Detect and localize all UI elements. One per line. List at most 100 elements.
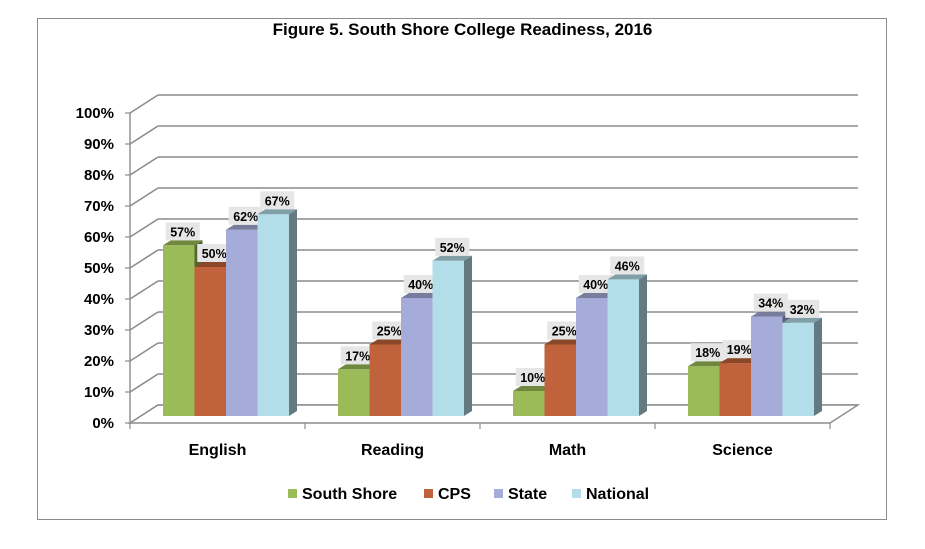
data-label-bg bbox=[610, 256, 645, 275]
legend-label: National bbox=[586, 486, 649, 503]
data-label-bg bbox=[403, 275, 438, 293]
y-tick-label: 70% bbox=[84, 198, 114, 215]
x-tick-label: Math bbox=[549, 442, 586, 459]
bar-top bbox=[544, 339, 584, 345]
gridline-depth bbox=[129, 280, 159, 300]
data-label: 18% bbox=[695, 346, 720, 360]
data-label-bg bbox=[753, 293, 788, 312]
bar-top bbox=[369, 339, 409, 345]
data-label: 34% bbox=[758, 297, 783, 311]
data-label-bg bbox=[372, 321, 407, 340]
y-tick-label: 20% bbox=[84, 353, 114, 370]
bar-top bbox=[719, 358, 759, 364]
data-label-bg bbox=[578, 275, 613, 293]
chart-title: Figure 5. South Shore College Readiness,… bbox=[272, 20, 653, 39]
y-tick-label: 40% bbox=[84, 291, 114, 308]
bar-top bbox=[401, 293, 441, 298]
data-label: 19% bbox=[727, 343, 752, 357]
data-label: 25% bbox=[377, 325, 402, 339]
bar-front bbox=[544, 344, 576, 416]
bar-top bbox=[607, 274, 647, 280]
bar-top bbox=[432, 255, 472, 261]
bar-front bbox=[369, 344, 401, 416]
bar-top bbox=[688, 361, 728, 367]
bar-front bbox=[257, 214, 289, 416]
bar-front bbox=[576, 298, 608, 416]
gridline-depth bbox=[129, 249, 159, 269]
legend-label: CPS bbox=[438, 486, 471, 503]
data-label: 25% bbox=[552, 325, 577, 339]
bar-top bbox=[338, 364, 378, 370]
bar-front bbox=[432, 260, 464, 416]
y-tick-label: 0% bbox=[92, 415, 114, 432]
data-label: 40% bbox=[408, 278, 433, 292]
bar-front bbox=[782, 322, 814, 416]
legend-label: State bbox=[508, 486, 547, 503]
data-label: 40% bbox=[583, 278, 608, 292]
floor bbox=[127, 404, 861, 424]
legend-swatch bbox=[424, 489, 433, 498]
bar-front bbox=[163, 245, 195, 416]
bar-front bbox=[751, 316, 783, 416]
bar-side bbox=[814, 317, 822, 416]
data-label: 52% bbox=[440, 241, 465, 255]
bar-front bbox=[226, 229, 258, 416]
y-tick-label: 30% bbox=[84, 322, 114, 339]
data-label-bg bbox=[260, 191, 295, 210]
data-label: 32% bbox=[790, 303, 815, 317]
bar-top bbox=[782, 317, 822, 323]
data-label: 10% bbox=[520, 371, 545, 385]
data-label: 46% bbox=[615, 259, 640, 273]
bar-top bbox=[226, 224, 266, 230]
data-label-bg bbox=[435, 237, 470, 256]
y-tick-label: 90% bbox=[84, 136, 114, 153]
legend-swatch bbox=[494, 489, 503, 498]
bar-front bbox=[607, 279, 639, 416]
x-tick-label: Reading bbox=[361, 442, 424, 459]
data-label-bg bbox=[165, 222, 200, 241]
x-tick-label: Science bbox=[712, 442, 773, 459]
legend-swatch bbox=[572, 489, 581, 498]
data-label: 50% bbox=[202, 247, 227, 261]
data-label-bg bbox=[515, 368, 550, 386]
gridline-depth bbox=[129, 311, 159, 331]
y-tick-label: 50% bbox=[84, 260, 114, 277]
data-label: 62% bbox=[233, 210, 258, 224]
y-tick-label: 10% bbox=[84, 384, 114, 401]
legend-label: South Shore bbox=[302, 486, 397, 503]
data-label-bg bbox=[228, 206, 263, 225]
gridline-depth bbox=[129, 125, 159, 145]
bar-top bbox=[576, 293, 616, 298]
legend-swatch bbox=[288, 489, 297, 498]
bar-front bbox=[338, 369, 370, 416]
data-label-bg bbox=[722, 340, 757, 359]
data-label-bg bbox=[197, 244, 232, 262]
gridline-depth bbox=[129, 373, 159, 393]
y-tick-label: 80% bbox=[84, 167, 114, 184]
bar-front bbox=[194, 267, 226, 416]
gridline-depth bbox=[129, 218, 159, 238]
y-tick-label: 100% bbox=[76, 105, 114, 122]
y-tick-label: 60% bbox=[84, 229, 114, 246]
x-tick-label: English bbox=[189, 442, 247, 459]
bar-top bbox=[194, 262, 234, 267]
data-label-bg bbox=[340, 346, 375, 365]
bar-top bbox=[751, 311, 791, 317]
data-label: 67% bbox=[265, 194, 290, 208]
bar-side bbox=[289, 209, 297, 416]
bar-top bbox=[257, 209, 297, 215]
data-label: 17% bbox=[345, 349, 370, 363]
gridline-depth bbox=[129, 94, 159, 114]
gridline-depth bbox=[129, 156, 159, 176]
bar-side bbox=[464, 255, 472, 416]
gridline-depth bbox=[129, 342, 159, 362]
data-label-bg bbox=[785, 299, 820, 318]
data-label-bg bbox=[690, 343, 725, 362]
data-label: 57% bbox=[170, 225, 195, 239]
bar-side bbox=[639, 274, 647, 416]
bar-front bbox=[719, 363, 751, 416]
bar-front bbox=[688, 366, 720, 416]
gridline-depth bbox=[129, 187, 159, 207]
bar-front bbox=[401, 298, 433, 416]
